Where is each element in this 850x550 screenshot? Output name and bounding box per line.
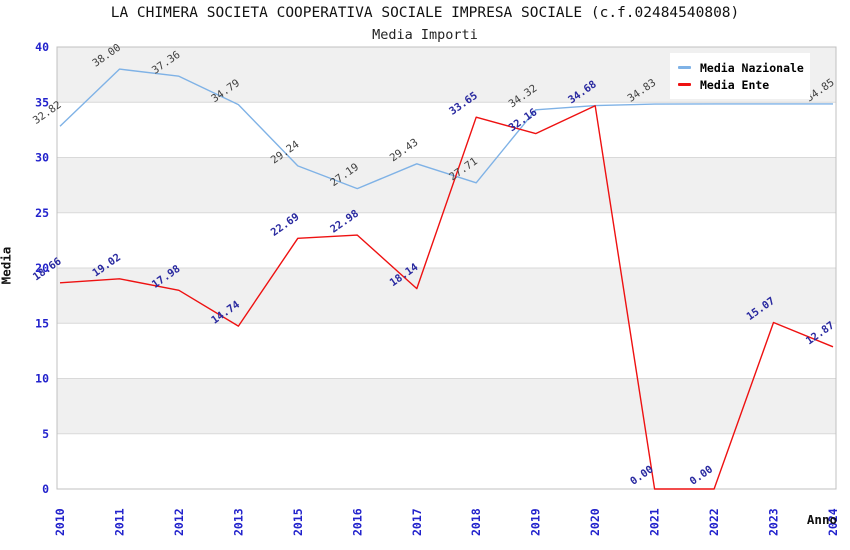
y-tick-label: 15	[35, 316, 49, 330]
x-tick-label: 2011	[112, 508, 126, 536]
legend-item-media-nazionale: Media Nazionale	[670, 59, 810, 76]
legend: Media Nazionale Media Ente	[670, 53, 810, 99]
y-tick-label: 40	[35, 40, 49, 54]
y-tick-label: 10	[35, 372, 49, 386]
legend-item-media-ente: Media Ente	[670, 76, 810, 93]
x-tick-label: 2018	[469, 508, 483, 536]
legend-swatch-icon	[678, 66, 691, 69]
x-tick-label: 2017	[410, 508, 424, 536]
y-tick-label: 25	[35, 206, 49, 220]
media-nazionale-line	[59, 68, 833, 190]
x-tick-label: 2010	[53, 508, 67, 536]
plot-band	[57, 378, 836, 434]
x-axis-title: Anno	[806, 512, 837, 527]
x-tick-label: 2015	[291, 508, 305, 536]
x-tick-label: 2013	[231, 508, 245, 536]
y-tick-label: 35	[35, 95, 49, 109]
x-tick-label: 2021	[648, 508, 662, 536]
x-tick-label: 2022	[707, 508, 721, 536]
x-tick-label: 2012	[172, 508, 186, 536]
y-tick-label: 30	[35, 151, 49, 165]
chart-title: LA CHIMERA SOCIETA COOPERATIVA SOCIALE I…	[110, 5, 740, 21]
legend-swatch-icon	[678, 83, 691, 86]
y-tick-label: 0	[42, 482, 49, 496]
legend-label: Media Ente	[700, 77, 770, 92]
media-ente-data-label: 0.00	[688, 463, 716, 487]
x-tick-label: 2024	[826, 508, 840, 536]
media-ente-data-label: 22.69	[269, 211, 302, 239]
plot-border	[56, 46, 837, 490]
chart-subtitle: Media Importi	[372, 27, 478, 43]
y-tick-label: 5	[42, 427, 49, 441]
media-ente-line	[59, 105, 834, 490]
x-tick-label: 2020	[588, 508, 602, 536]
x-tick-label: 2016	[350, 508, 364, 536]
y-tick-label: 20	[35, 261, 49, 275]
x-tick-label: 2023	[767, 508, 781, 536]
legend-label: Media Nazionale	[700, 60, 804, 75]
x-tick-label: 2019	[529, 508, 543, 536]
